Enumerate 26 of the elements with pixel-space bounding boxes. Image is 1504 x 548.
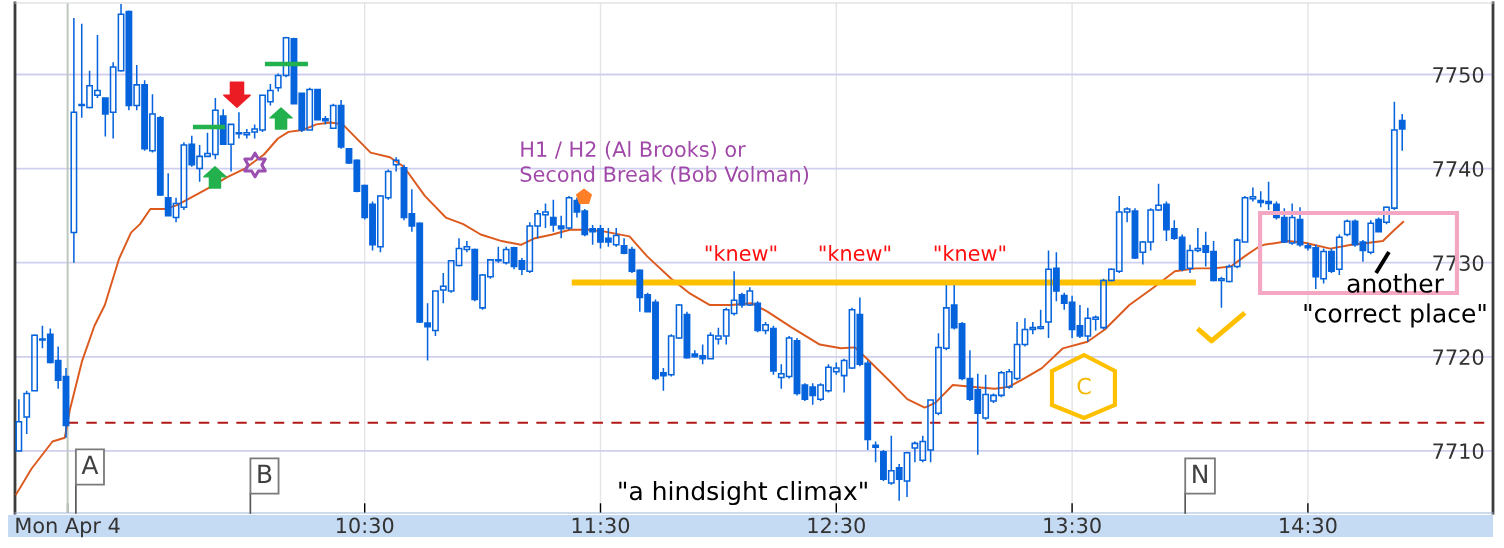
annotation: N [1193,464,1207,483]
candlestick [15,398,23,452]
x-tick-label: 12:30 [808,517,865,534]
annotation: "knew" [934,244,1006,262]
x-tick-label: 10:30 [336,517,394,534]
annotation: "knew" [705,244,777,262]
annotation: "knew" [819,244,891,262]
annotation: A [81,455,99,474]
candlestick [70,17,78,264]
annotation: B [258,464,272,483]
x-tick-label: Mon Apr 4 [16,517,120,538]
annotation: C [1077,377,1091,395]
annotation: "a hindsight climax" [619,480,867,506]
y-tick-label: 7710 [1433,443,1484,460]
x-tick-label: 14:30 [1280,517,1337,534]
y-tick-label: 7740 [1433,161,1484,177]
y-tick-label: 7730 [1433,255,1484,271]
candlestick [872,440,880,463]
annotation: H1 / H2 (Al Brooks) or Second Break (Bob Volman) [520,140,809,185]
x-tick-label: 13:30 [1044,517,1101,534]
x-tick-label: 11:30 [572,517,630,534]
candlestick [23,389,31,435]
annotation: another "correct place" [1304,273,1486,328]
y-tick-label: 7750 [1433,66,1484,83]
y-tick-label: 7720 [1433,349,1484,366]
candlestick [392,156,400,173]
